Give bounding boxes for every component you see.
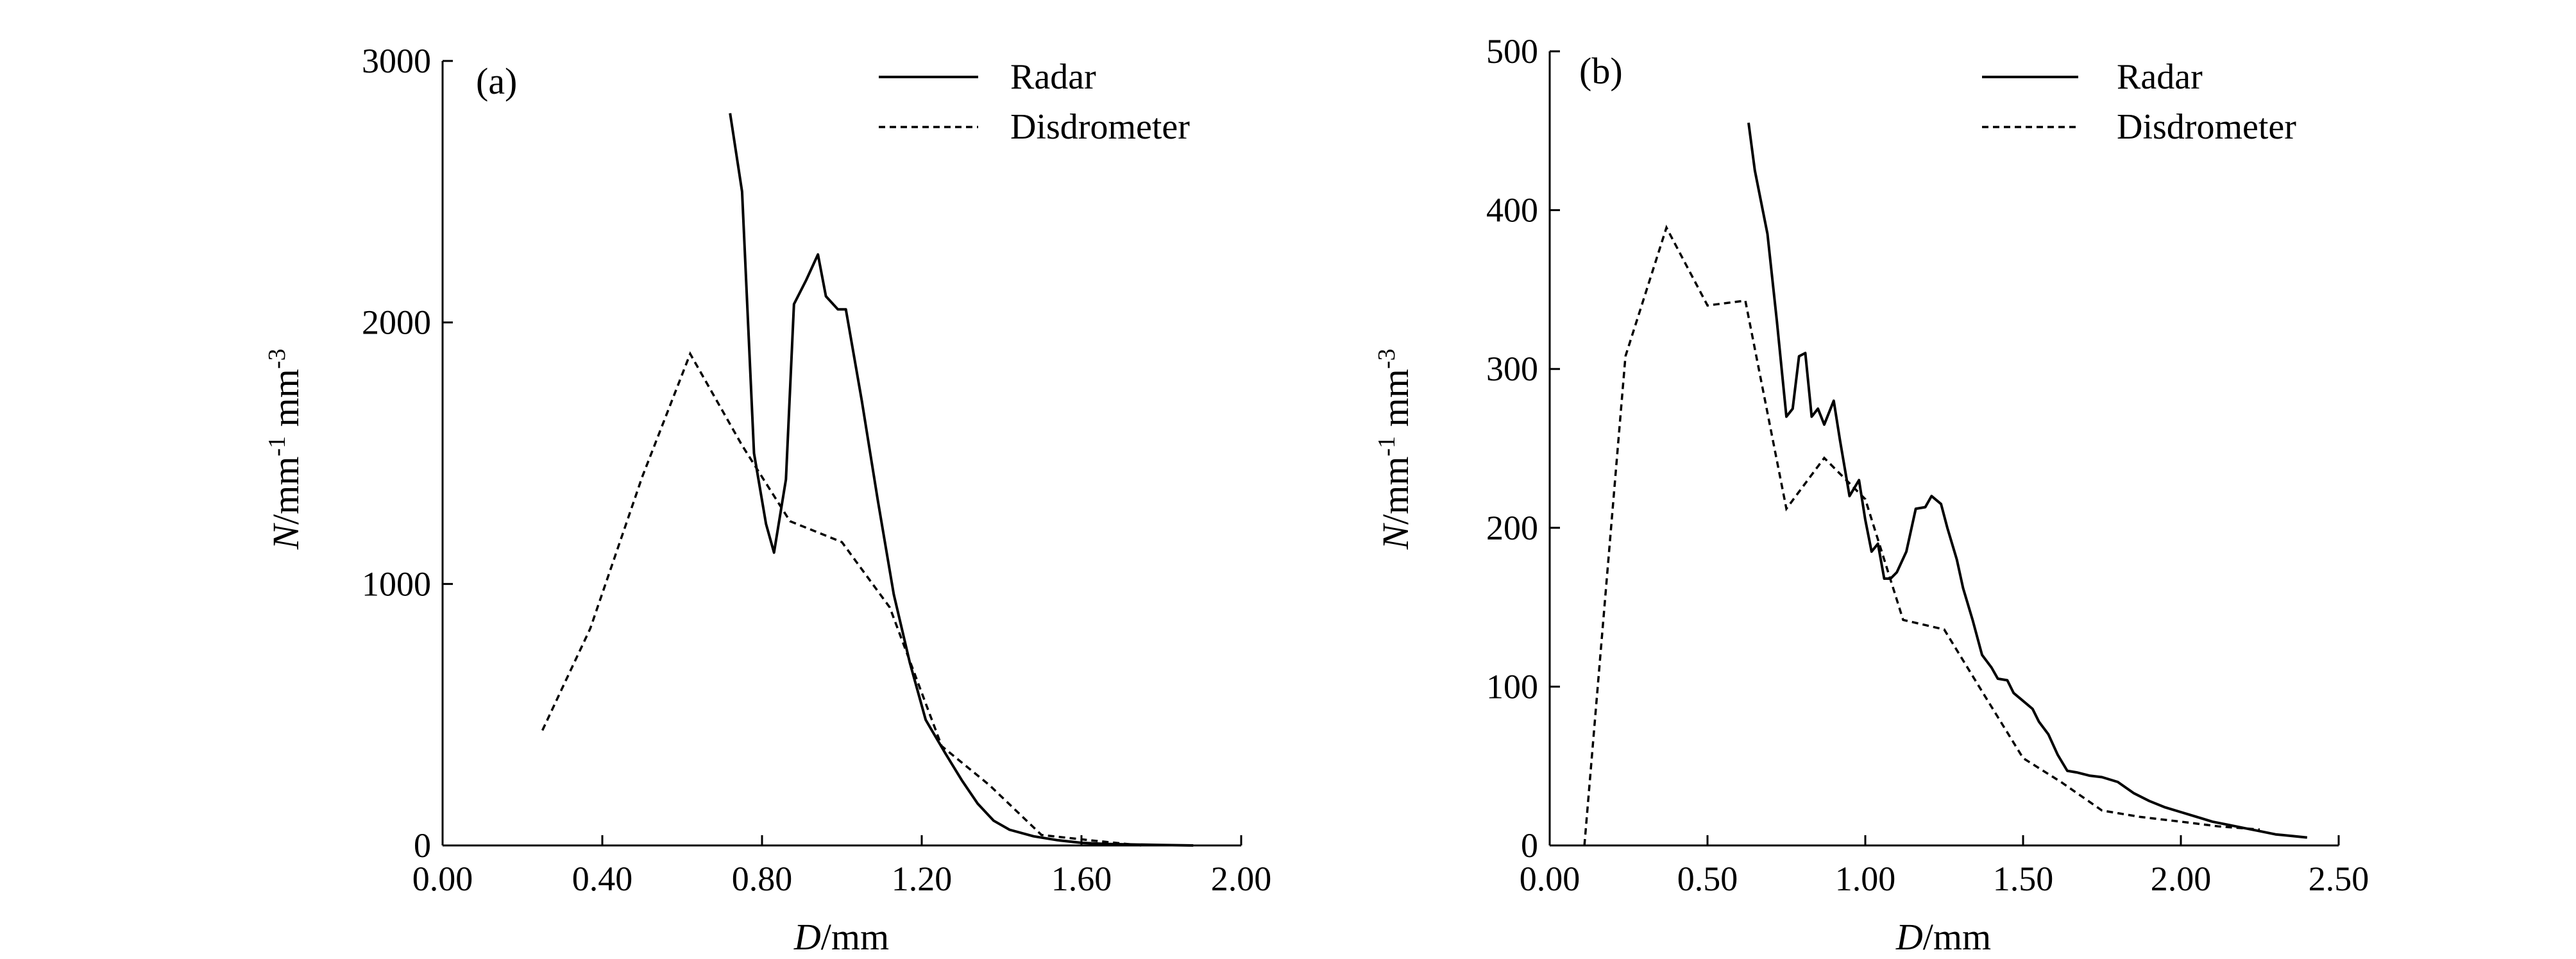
panel-a-legend: Radar Disdrometer xyxy=(879,57,1190,147)
panel-a-x-axis-title: D/mm xyxy=(793,916,889,958)
panel-a-x-tick-label: 0.80 xyxy=(732,860,793,898)
panel-b-y-title-var: N xyxy=(1375,523,1416,550)
panel-b-radar-line xyxy=(1747,123,2308,839)
panel-a-x-tick-label: 0.40 xyxy=(572,860,633,898)
panel-b-y-tick-label: 400 xyxy=(1486,191,1538,230)
panel-a-y-tick-label: 0 xyxy=(414,826,431,865)
panel-a-x-tick-label: 2.00 xyxy=(1211,860,1272,898)
panel-a-x-tick-label: 1.20 xyxy=(892,860,953,898)
panel-a-y-tick-label: 2000 xyxy=(362,303,431,342)
panel-a-x-tick-label: 0.00 xyxy=(412,860,473,898)
panel-b-y-title-unit1: /mm xyxy=(1375,457,1416,525)
panel-a-legend-radar: Radar xyxy=(1010,57,1096,97)
panel-b-x-tick-label: 1.50 xyxy=(1993,860,2054,898)
panel-b-y-tick-label: 0 xyxy=(1521,826,1538,865)
panel-a-y-title-sup1: -1 xyxy=(264,436,291,457)
panel-b-legend-radar: Radar xyxy=(2117,57,2203,97)
panel-a-x-title-var: D xyxy=(793,916,821,958)
panel-b-label: (b) xyxy=(1579,50,1623,92)
panel-a-chart: 0 1000 2000 3000 0.00 0.40 0.80 1.20 1.60 2.00 (… xyxy=(264,42,1271,958)
panel-b-x-tick-label: 2.50 xyxy=(2309,860,2369,898)
panel-b-x-title-unit: /mm xyxy=(1923,916,1991,958)
panel-b-x-ticks: 0.00 0.50 1.00 1.50 2.00 2.50 xyxy=(1520,835,2369,898)
panel-b-x-axis-title: D/mm xyxy=(1895,916,1991,958)
panel-a-y-title-unit1: /mm xyxy=(265,457,307,525)
panel-b-y-tick-label: 200 xyxy=(1486,509,1538,547)
panel-a-y-ticks: 0 1000 2000 3000 xyxy=(362,42,453,865)
panel-b-y-tick-label: 300 xyxy=(1486,350,1538,388)
panel-a-disdrometer-line xyxy=(541,351,1142,847)
panel-b-y-ticks: 0 100 200 300 400 500 xyxy=(1486,32,1560,865)
panel-a-y-axis-title: N/mm-1 mm-3 xyxy=(264,348,307,550)
panel-a-radar-line xyxy=(729,113,1194,847)
panel-b-chart: 0 100 200 300 400 500 0.00 0.50 1.00 1.50 2.00 2.5… xyxy=(1373,32,2369,958)
panel-b-x-tick-label: 0.00 xyxy=(1520,860,1580,898)
panel-b-x-tick-label: 2.00 xyxy=(2151,860,2212,898)
panel-b-y-axis-title: N/mm-1 mm-3 xyxy=(1373,348,1416,550)
panel-b-legend-disdrometer: Disdrometer xyxy=(2117,107,2296,147)
panel-a-x-tick-label: 1.60 xyxy=(1051,860,1112,898)
panel-a-x-ticks: 0.00 0.40 0.80 1.20 1.60 2.00 xyxy=(412,835,1272,898)
panel-b-y-title-unit2: mm xyxy=(1375,369,1416,436)
panel-b-disdrometer-line xyxy=(1583,225,2260,846)
panel-a-y-title-var: N xyxy=(265,523,307,550)
panel-a-y-title-sup2: -3 xyxy=(264,348,291,369)
panel-a-y-tick-label: 3000 xyxy=(362,42,431,80)
panel-a-y-title-unit2: mm xyxy=(265,369,307,436)
panel-a-y-tick-label: 1000 xyxy=(362,564,431,603)
panel-b-x-title-var: D xyxy=(1895,916,1923,958)
panel-b-y-title-sup2: -3 xyxy=(1373,348,1400,369)
panel-a-legend-disdrometer: Disdrometer xyxy=(1010,107,1190,147)
panel-b-x-tick-label: 1.00 xyxy=(1835,860,1896,898)
panel-a-x-title-unit: /mm xyxy=(821,916,889,958)
panel-b-y-title-sup1: -1 xyxy=(1373,436,1400,457)
panel-b-legend: Radar Disdrometer xyxy=(1982,57,2296,147)
panel-b-y-tick-label: 100 xyxy=(1486,667,1538,706)
panel-a-label: (a) xyxy=(476,60,517,102)
panel-b-x-tick-label: 0.50 xyxy=(1677,860,1738,898)
panel-b-y-tick-label: 500 xyxy=(1486,32,1538,71)
